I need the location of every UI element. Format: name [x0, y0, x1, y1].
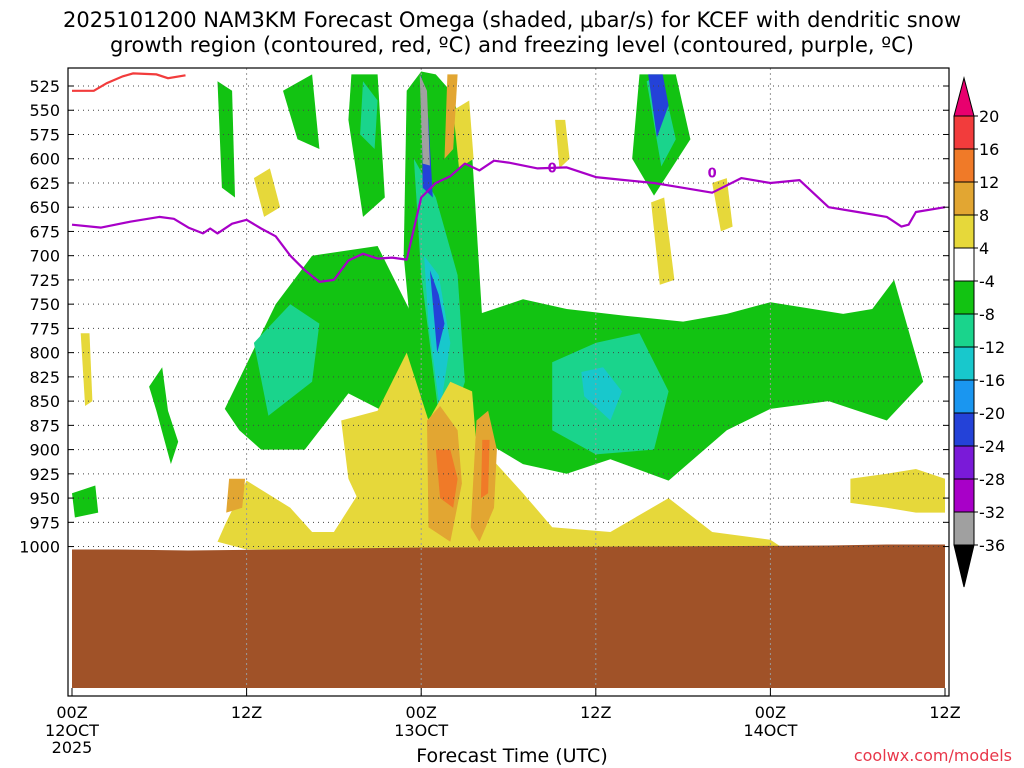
omega-region-6 [149, 367, 179, 465]
colorbar-label-8: -16 [979, 371, 1005, 390]
omega-region-31 [444, 74, 458, 159]
omega-region-14 [581, 367, 622, 421]
colorbar-box-8 [953, 346, 975, 381]
terrain-layer [72, 544, 945, 688]
colorbar-box-2 [953, 148, 975, 183]
y-tick-label-950: 950 [29, 489, 60, 508]
x-tick-label-36: 12Z [580, 703, 611, 722]
colorbar-top-arrow [953, 76, 975, 117]
y-tick-label-900: 900 [29, 441, 60, 460]
y-tick-label-750: 750 [29, 295, 60, 314]
x-tick-label-0: 00Z [56, 703, 87, 722]
x-tick-label-60: 12Z [929, 703, 960, 722]
axis-ticks: 525 550 575 600 625 650 675 700 725 750 775 800 825 8… [19, 77, 960, 722]
omega-region-21 [850, 469, 945, 513]
colorbar-box-1 [953, 115, 975, 150]
credit-label: coolwx.com/models [853, 746, 1012, 765]
colorbar-box-3 [953, 181, 975, 216]
y-tick-label-525: 525 [29, 77, 60, 96]
omega-region-33 [480, 439, 490, 499]
omega-region-19 [217, 461, 785, 550]
omega-region-27 [80, 333, 93, 406]
colorbar-bottom-arrow [953, 544, 975, 588]
colorbar-label-10: -24 [979, 437, 1005, 456]
chart-title-line-1: 2025101200 NAM3KM Forecast Omega (shaded… [62, 8, 962, 32]
x-tick-label-48: 00Z [755, 703, 786, 722]
omega-region-5 [217, 81, 235, 198]
chart-title-line-2: growth region (contoured, red, ºC) and f… [110, 33, 914, 57]
x-tick-label-24: 00Z [406, 703, 437, 722]
freezing-level-label-0: 0 [548, 161, 557, 176]
y-tick-label-625: 625 [29, 174, 60, 193]
y-tick-label-775: 775 [29, 319, 60, 338]
x-tick-label-12: 12Z [231, 703, 262, 722]
colorbar-label-0: 20 [979, 107, 999, 126]
colorbar-label-13: -36 [979, 536, 1005, 555]
colorbar-box-6 [953, 280, 975, 315]
colorbar-box-12 [953, 478, 975, 513]
omega-region-17 [419, 74, 430, 166]
colorbar-label-2: 12 [979, 173, 999, 192]
colorbar-label-11: -28 [979, 470, 1005, 489]
colorbar-box-9 [953, 379, 975, 414]
colorbar-box-10 [953, 412, 975, 447]
date-label-1: 13OCT [394, 721, 449, 740]
colorbar-box-13 [953, 511, 975, 546]
omega-region-18 [648, 74, 669, 138]
colorbar-label-4: 4 [979, 239, 989, 258]
colorbar-label-7: -12 [979, 338, 1005, 357]
colorbar-box-7 [953, 313, 975, 348]
freezing-level-line [71, 159, 946, 283]
y-tick-label-700: 700 [29, 247, 60, 266]
omega-region-7 [72, 485, 99, 518]
omega-region-3 [283, 74, 320, 149]
colorbar-box-4 [953, 214, 975, 249]
y-tick-label-725: 725 [29, 271, 60, 290]
y-tick-label-800: 800 [29, 344, 60, 363]
omega-region-15 [429, 270, 445, 353]
colorbar-box-11 [953, 445, 975, 480]
y-tick-label-550: 550 [29, 101, 60, 120]
freezing-level-label-1: 0 [708, 166, 717, 181]
omega-shading [72, 71, 945, 550]
date-label-2: 14OCT [743, 721, 798, 740]
colorbar: 20 16 12 8 4 -4 -8 -12 -16 -20 -24 -28 -32 -36 [953, 76, 1005, 588]
colorbar-label-6: -8 [979, 305, 995, 324]
y-tick-label-650: 650 [29, 198, 60, 217]
date-label-0: 12OCT [45, 721, 99, 740]
omega-region-8 [253, 304, 320, 416]
dendritic-zone-line [72, 72, 186, 92]
y-tick-label-575: 575 [29, 125, 60, 144]
omega-region-22 [253, 168, 281, 217]
colorbar-box-5 [953, 247, 975, 282]
year-label: 2025 [51, 738, 93, 757]
plot-frame [67, 67, 950, 697]
omega-region-32 [435, 449, 458, 508]
y-tick-label-850: 850 [29, 392, 60, 411]
y-tick-label-925: 925 [29, 465, 60, 484]
omega-region-30 [226, 478, 246, 513]
omega-region-12 [360, 81, 378, 149]
y-tick-label-975: 975 [29, 513, 60, 532]
y-tick-label-825: 825 [29, 368, 60, 387]
colorbar-label-1: 16 [979, 140, 999, 159]
grid-layer [68, 68, 949, 696]
y-tick-label-600: 600 [29, 150, 60, 169]
omega-region-24 [555, 119, 570, 169]
x-axis-label: Forecast Time (UTC) [416, 745, 608, 767]
y-tick-label-875: 875 [29, 416, 60, 435]
terrain-shape [72, 544, 945, 688]
colorbar-label-5: -4 [979, 272, 995, 291]
colorbar-label-3: 8 [979, 206, 989, 225]
y-tick-label-675: 675 [29, 222, 60, 241]
colorbar-label-9: -20 [979, 404, 1005, 423]
omega-region-26 [651, 197, 675, 285]
omega-region-25 [712, 178, 733, 232]
colorbar-label-12: -32 [979, 503, 1005, 522]
y-tick-label-1000: 1000 [19, 538, 60, 557]
